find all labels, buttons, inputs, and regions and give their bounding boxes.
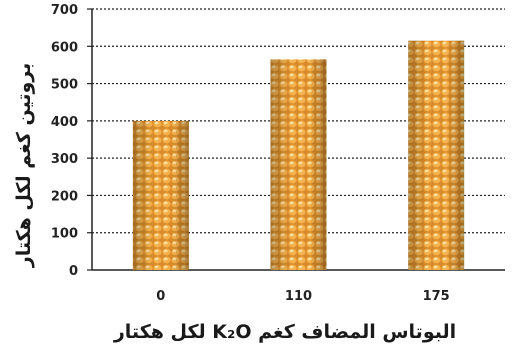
y-axis-label: بروتين كغم لكل هكتار — [13, 63, 35, 268]
y-tick-label: 400 — [51, 115, 78, 130]
y-tick-label: 200 — [51, 189, 78, 204]
x-axis-label: البوتاس المضاف كغم K₂O لكل هكتار — [113, 321, 456, 343]
y-tick-labels: 0 100 200 300 400 500 600 700 — [51, 3, 78, 279]
bar-shading — [408, 40, 465, 270]
y-tick-label: 300 — [51, 152, 78, 167]
bar-shading — [132, 120, 189, 270]
x-tick-labels: 0 110 175 — [156, 289, 449, 304]
bar-shading — [270, 59, 327, 271]
y-tick-label: 100 — [51, 227, 78, 242]
bar-110 — [270, 59, 327, 271]
bar-0 — [132, 120, 189, 270]
bar-175 — [408, 40, 465, 270]
bars — [132, 40, 465, 271]
y-tick-label: 600 — [51, 40, 78, 55]
x-tick-label: 0 — [156, 289, 165, 304]
x-tick-label: 175 — [423, 289, 450, 304]
y-tick-label: 0 — [69, 264, 78, 279]
x-tick-label: 110 — [285, 289, 312, 304]
y-tick-label: 700 — [51, 3, 78, 18]
y-tick-label: 500 — [51, 78, 78, 93]
